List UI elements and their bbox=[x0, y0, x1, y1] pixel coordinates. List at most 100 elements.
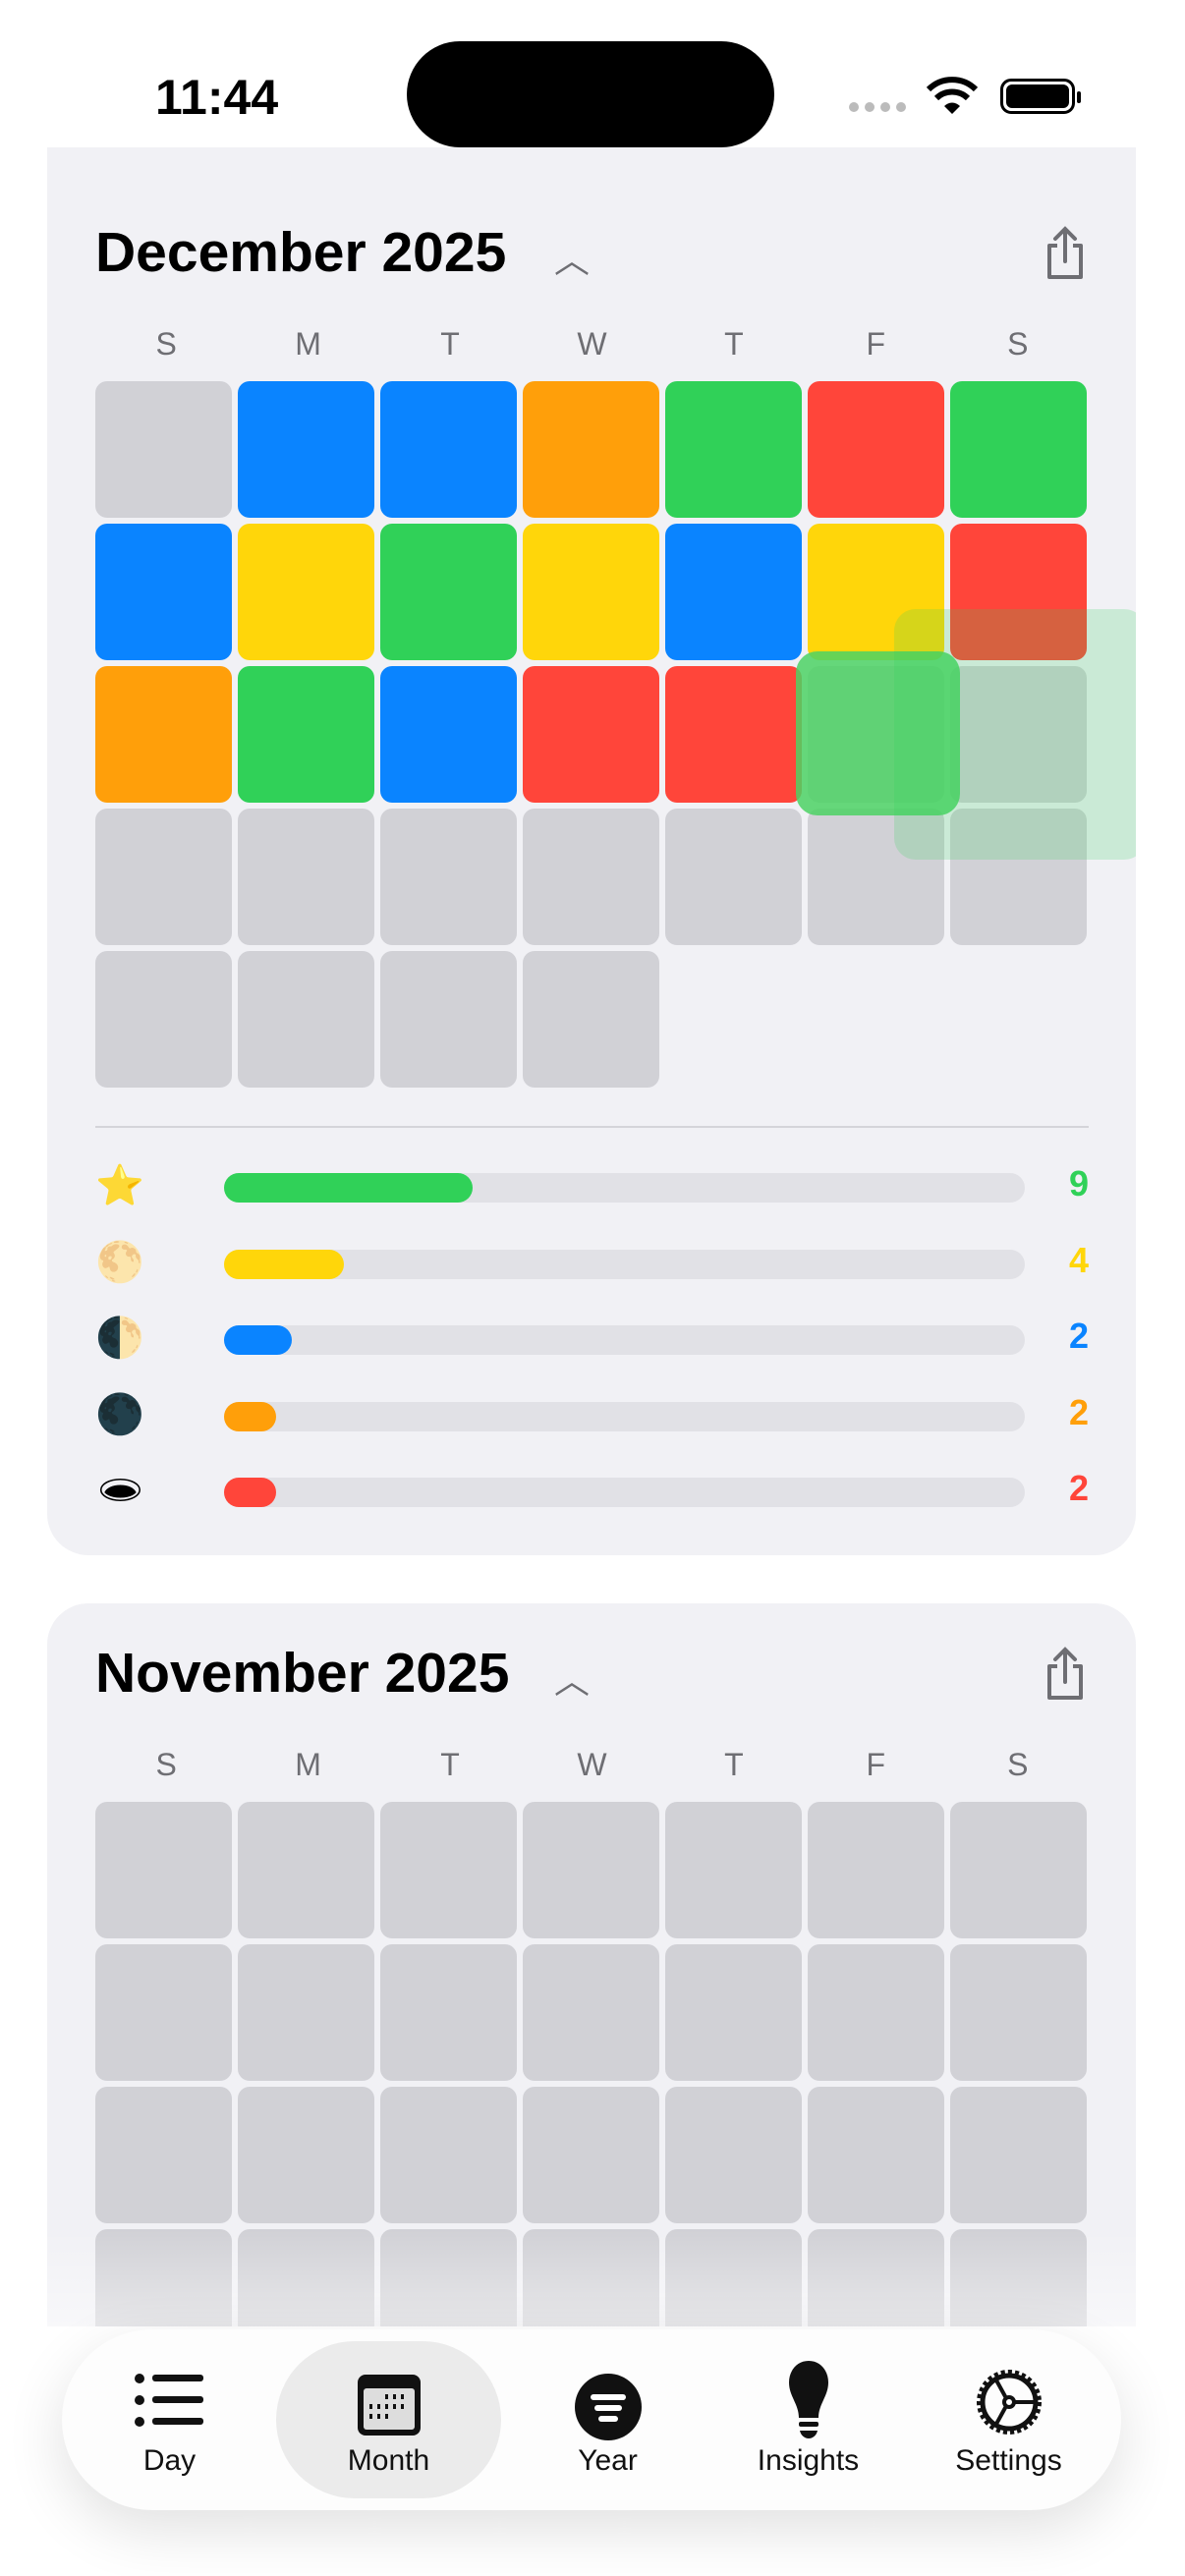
day-cell[interactable] bbox=[523, 1802, 659, 1938]
full-moon-icon: 🌕 bbox=[95, 1240, 144, 1284]
day-cell[interactable] bbox=[95, 381, 232, 518]
day-cell[interactable] bbox=[95, 666, 232, 803]
day-cell[interactable] bbox=[523, 381, 659, 518]
collapse-chevron-icon[interactable]: ︿ bbox=[554, 240, 591, 280]
day-cell[interactable] bbox=[808, 381, 944, 518]
day-cell[interactable] bbox=[95, 951, 232, 1088]
day-cell[interactable] bbox=[380, 381, 517, 518]
count-label: 9 bbox=[1068, 1163, 1089, 1204]
month-card-november: November 2025 ︿ S M T W T F S bbox=[47, 1603, 1136, 2326]
day-cell[interactable] bbox=[950, 666, 1087, 803]
day-cell[interactable] bbox=[238, 666, 374, 803]
day-cell[interactable] bbox=[950, 1802, 1087, 1938]
day-cell[interactable] bbox=[665, 2087, 802, 2223]
tab-year[interactable]: Year bbox=[502, 2341, 713, 2498]
month-title: November 2025 bbox=[95, 1642, 510, 1705]
day-cell[interactable] bbox=[523, 524, 659, 660]
day-cell[interactable] bbox=[238, 381, 374, 518]
day-cell[interactable] bbox=[665, 666, 802, 803]
day-cell[interactable] bbox=[380, 1802, 517, 1938]
weekday-label: T bbox=[440, 1747, 460, 1782]
day-cell[interactable] bbox=[238, 809, 374, 945]
progress-fill bbox=[224, 1325, 293, 1355]
progress-track bbox=[224, 1325, 1025, 1355]
tab-day[interactable]: Day bbox=[64, 2341, 275, 2498]
weekday-label: W bbox=[577, 1747, 607, 1782]
tab-settings[interactable]: Settings bbox=[903, 2341, 1114, 2498]
first-quarter-moon-icon: 🌓 bbox=[95, 1316, 144, 1360]
day-cell[interactable] bbox=[950, 809, 1087, 945]
day-cell[interactable] bbox=[238, 524, 374, 660]
day-cell[interactable] bbox=[523, 809, 659, 945]
day-cell[interactable] bbox=[238, 951, 374, 1088]
day-cell[interactable] bbox=[95, 2087, 232, 2223]
day-cell[interactable] bbox=[238, 1944, 374, 2081]
day-cell[interactable] bbox=[380, 666, 517, 803]
drag-highlight bbox=[894, 609, 1136, 860]
day-cell[interactable] bbox=[665, 809, 802, 945]
year-circle-icon bbox=[574, 2374, 642, 2440]
day-cell[interactable] bbox=[523, 1944, 659, 2081]
list-icon bbox=[134, 2374, 203, 2427]
day-cell[interactable] bbox=[380, 524, 517, 660]
day-cell[interactable] bbox=[665, 1944, 802, 2081]
day-cell[interactable] bbox=[238, 2087, 374, 2223]
day-cell[interactable] bbox=[950, 1944, 1087, 2081]
month-title: December 2025 bbox=[95, 221, 507, 284]
weekday-label: F bbox=[866, 326, 886, 362]
day-cell[interactable] bbox=[380, 2087, 517, 2223]
day-cell[interactable] bbox=[95, 809, 232, 945]
day-cell[interactable] bbox=[380, 809, 517, 945]
progress-fill bbox=[224, 1249, 345, 1279]
day-cell[interactable] bbox=[665, 524, 802, 660]
progress-track bbox=[224, 1401, 1025, 1431]
lightbulb-icon bbox=[788, 2361, 828, 2438]
day-cell[interactable] bbox=[95, 1944, 232, 2081]
day-cell[interactable] bbox=[808, 524, 944, 660]
day-cell[interactable] bbox=[665, 1802, 802, 1938]
share-icon[interactable] bbox=[1044, 1647, 1087, 1702]
day-cell[interactable] bbox=[523, 666, 659, 803]
day-cell[interactable] bbox=[380, 951, 517, 1088]
day-cell[interactable] bbox=[950, 2087, 1087, 2223]
calendar-icon bbox=[357, 2375, 421, 2436]
count-label: 2 bbox=[1068, 1316, 1089, 1356]
day-cell[interactable] bbox=[808, 2087, 944, 2223]
day-cell[interactable] bbox=[808, 1802, 944, 1938]
day-cell[interactable] bbox=[95, 1802, 232, 1938]
dynamic-island bbox=[407, 41, 774, 147]
weekday-label: T bbox=[724, 1747, 744, 1782]
tab-bar: Day Month Year Insights Settings bbox=[62, 2329, 1121, 2510]
day-cell[interactable] bbox=[95, 524, 232, 660]
day-cell[interactable] bbox=[665, 381, 802, 518]
summary-row: 🌓 2 bbox=[95, 1311, 1089, 1370]
divider bbox=[95, 1126, 1089, 1128]
weekday-label: S bbox=[155, 1747, 177, 1782]
weekday-label: S bbox=[1007, 1747, 1029, 1782]
day-cell[interactable] bbox=[523, 951, 659, 1088]
count-label: 4 bbox=[1068, 1239, 1089, 1280]
day-cell[interactable] bbox=[523, 2087, 659, 2223]
day-cell[interactable] bbox=[380, 1944, 517, 2081]
share-icon[interactable] bbox=[1044, 226, 1087, 281]
weekday-label: T bbox=[440, 326, 460, 362]
day-cell[interactable] bbox=[950, 381, 1087, 518]
day-cell[interactable] bbox=[808, 1944, 944, 2081]
progress-track bbox=[224, 1173, 1025, 1203]
tab-insights[interactable]: Insights bbox=[703, 2341, 914, 2498]
scroll-fade bbox=[0, 2230, 1185, 2328]
weekday-label: F bbox=[866, 1747, 886, 1782]
summary-row: ⭐ 9 bbox=[95, 1158, 1089, 1217]
collapse-chevron-icon[interactable]: ︿ bbox=[554, 1660, 591, 1701]
day-cell[interactable] bbox=[238, 1802, 374, 1938]
day-cell[interactable] bbox=[808, 809, 944, 945]
progress-fill bbox=[224, 1478, 276, 1507]
status-bar: 11:44 bbox=[0, 0, 1185, 147]
tab-month[interactable]: Month bbox=[276, 2341, 501, 2498]
weekday-label: T bbox=[724, 326, 744, 362]
hole-icon: 🕳 bbox=[95, 1469, 145, 1512]
clock: 11:44 bbox=[155, 70, 279, 125]
drag-preview bbox=[796, 651, 960, 815]
day-cell[interactable] bbox=[950, 524, 1087, 660]
